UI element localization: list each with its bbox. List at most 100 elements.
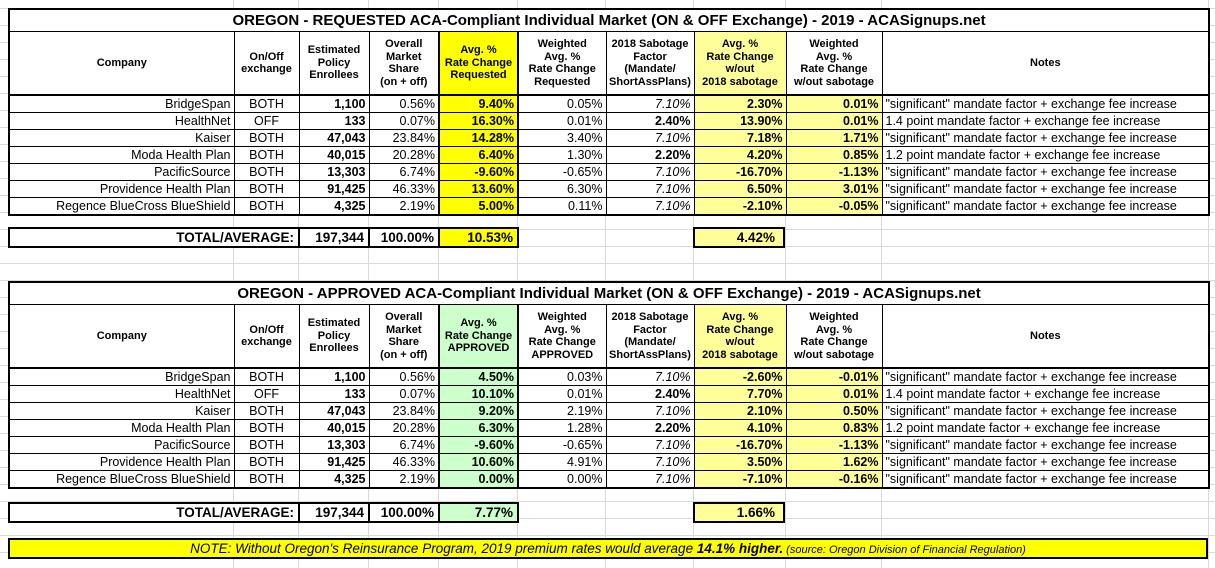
avg-wout-sabotage-cell: 2.30% bbox=[693, 94, 787, 113]
header-notes: Notes bbox=[881, 304, 1210, 369]
sabotage-factor-cell: 7.10% bbox=[605, 470, 695, 489]
avg-rate-change-requested-cell: -9.60% bbox=[438, 163, 519, 181]
avg-wout-sabotage-cell: -2.60% bbox=[693, 367, 787, 386]
approved-header-row: Company On/Off exchange Estimated Policy… bbox=[8, 304, 1210, 369]
header-sabotage-factor: 2018 Sabotage Factor (Mandate/ ShortAssP… bbox=[605, 304, 695, 369]
sabotage-factor-cell: 2.40% bbox=[605, 385, 695, 403]
total-avg-requested: 10.53% bbox=[438, 227, 519, 248]
company-cell: Providence Health Plan bbox=[8, 180, 235, 198]
exchange-cell: OFF bbox=[233, 112, 300, 130]
market-share-cell: 0.56% bbox=[368, 94, 440, 113]
header-weighted-requested: Weighted Avg. % Rate Change Requested bbox=[517, 31, 607, 96]
avg-wout-sabotage-cell: -16.70% bbox=[693, 163, 787, 181]
requested-total-wout-sabotage: 4.42% bbox=[693, 227, 785, 248]
market-share-cell: 0.56% bbox=[368, 367, 440, 386]
company-cell: Moda Health Plan bbox=[8, 146, 235, 164]
company-cell: Kaiser bbox=[8, 129, 235, 147]
avg-rate-change-requested-cell: 14.28% bbox=[438, 129, 519, 147]
enrollees-cell: 13,303 bbox=[298, 436, 370, 454]
header-exchange: On/Off exchange bbox=[233, 304, 300, 369]
header-market-share: Overall Market Share (on + off) bbox=[368, 31, 440, 96]
notes-cell: "significant" mandate factor + exchange … bbox=[881, 94, 1210, 113]
weighted-wout-sabotage-cell: 0.83% bbox=[785, 419, 883, 437]
weighted-wout-sabotage-cell: 3.01% bbox=[785, 180, 883, 198]
requested-title-row: OREGON - REQUESTED ACA-Compliant Individ… bbox=[8, 8, 1210, 32]
avg-rate-change-approved-cell: 4.50% bbox=[438, 367, 519, 386]
company-cell: BridgeSpan bbox=[8, 367, 235, 386]
header-notes: Notes bbox=[881, 31, 1210, 96]
weighted-rate-change-cell: 0.01% bbox=[517, 385, 607, 403]
header-weighted-wout-sabotage: Weighted Avg. % Rate Change w/out sabota… bbox=[785, 31, 883, 96]
table-row: HealthNet OFF 133 0.07% 16.30% 0.01% 2.4… bbox=[8, 112, 1210, 130]
note-source: (source: Oregon Division of Financial Re… bbox=[783, 544, 1026, 556]
avg-wout-sabotage-cell: -2.10% bbox=[693, 197, 787, 216]
enrollees-cell: 40,015 bbox=[298, 146, 370, 164]
market-share-cell: 20.28% bbox=[368, 146, 440, 164]
avg-wout-sabotage-cell: -16.70% bbox=[693, 436, 787, 454]
avg-rate-change-approved-cell: 10.10% bbox=[438, 385, 519, 403]
avg-rate-change-approved-cell: 6.30% bbox=[438, 419, 519, 437]
header-company: Company bbox=[8, 31, 235, 96]
avg-wout-sabotage-cell: 6.50% bbox=[693, 180, 787, 198]
notes-cell: "significant" mandate factor + exchange … bbox=[881, 129, 1210, 147]
table-row: Moda Health Plan BOTH 40,015 20.28% 6.40… bbox=[8, 146, 1210, 164]
sabotage-factor-cell: 7.10% bbox=[605, 163, 695, 181]
enrollees-cell: 40,015 bbox=[298, 419, 370, 437]
approved-total-row: TOTAL/AVERAGE: 197,344 100.00% 7.77% bbox=[8, 502, 519, 523]
table-row: Moda Health Plan BOTH 40,015 20.28% 6.30… bbox=[8, 419, 1210, 437]
company-cell: BridgeSpan bbox=[8, 94, 235, 113]
enrollees-cell: 13,303 bbox=[298, 163, 370, 181]
notes-cell: 1.2 point mandate factor + exchange fee … bbox=[881, 146, 1210, 164]
exchange-cell: BOTH bbox=[233, 436, 300, 454]
total-enrollees: 197,344 bbox=[298, 502, 370, 523]
weighted-rate-change-cell: 0.03% bbox=[517, 367, 607, 386]
avg-rate-change-approved-cell: 10.60% bbox=[438, 453, 519, 471]
total-enrollees: 197,344 bbox=[298, 227, 370, 248]
exchange-cell: BOTH bbox=[233, 197, 300, 216]
sabotage-factor-cell: 7.10% bbox=[605, 453, 695, 471]
market-share-cell: 2.19% bbox=[368, 470, 440, 489]
enrollees-cell: 4,325 bbox=[298, 197, 370, 216]
header-enrollees: Estimated Policy Enrollees bbox=[298, 31, 370, 96]
table-row: Kaiser BOTH 47,043 23.84% 14.28% 3.40% 7… bbox=[8, 129, 1210, 147]
weighted-rate-change-cell: 0.05% bbox=[517, 94, 607, 113]
sabotage-factor-cell: 2.40% bbox=[605, 112, 695, 130]
header-exchange: On/Off exchange bbox=[233, 31, 300, 96]
weighted-rate-change-cell: 6.30% bbox=[517, 180, 607, 198]
avg-wout-sabotage-cell: 7.70% bbox=[693, 385, 787, 403]
enrollees-cell: 47,043 bbox=[298, 129, 370, 147]
header-weighted-approved: Weighted Avg. % Rate Change APPROVED bbox=[517, 304, 607, 369]
sabotage-factor-cell: 2.20% bbox=[605, 419, 695, 437]
weighted-wout-sabotage-cell: 0.01% bbox=[785, 94, 883, 113]
avg-rate-change-requested-cell: 16.30% bbox=[438, 112, 519, 130]
requested-header-row: Company On/Off exchange Estimated Policy… bbox=[8, 31, 1210, 96]
company-cell: HealthNet bbox=[8, 385, 235, 403]
notes-cell: "significant" mandate factor + exchange … bbox=[881, 163, 1210, 181]
header-avg-wout-sabotage: Avg. % Rate Change w/out 2018 sabotage bbox=[693, 31, 787, 96]
header-enrollees: Estimated Policy Enrollees bbox=[298, 304, 370, 369]
exchange-cell: BOTH bbox=[233, 94, 300, 113]
header-market-share: Overall Market Share (on + off) bbox=[368, 304, 440, 369]
weighted-rate-change-cell: 2.19% bbox=[517, 402, 607, 420]
sabotage-factor-cell: 7.10% bbox=[605, 197, 695, 216]
exchange-cell: BOTH bbox=[233, 129, 300, 147]
requested-table-body: BridgeSpan BOTH 1,100 0.56% 9.40% 0.05% … bbox=[8, 94, 1210, 216]
sabotage-factor-cell: 7.10% bbox=[605, 94, 695, 113]
note-emphasis: 14.1% higher. bbox=[696, 541, 784, 556]
enrollees-cell: 133 bbox=[298, 385, 370, 403]
market-share-cell: 0.07% bbox=[368, 385, 440, 403]
sabotage-factor-cell: 7.10% bbox=[605, 367, 695, 386]
exchange-cell: OFF bbox=[233, 385, 300, 403]
company-cell: PacificSource bbox=[8, 436, 235, 454]
total-row: TOTAL/AVERAGE: 197,344 100.00% 7.77% bbox=[8, 502, 519, 523]
market-share-cell: 23.84% bbox=[368, 402, 440, 420]
notes-cell: "significant" mandate factor + exchange … bbox=[881, 180, 1210, 198]
weighted-rate-change-cell: 0.01% bbox=[517, 112, 607, 130]
exchange-cell: BOTH bbox=[233, 163, 300, 181]
note-banner: NOTE: Without Oregon's Reinsurance Progr… bbox=[8, 538, 1208, 559]
avg-wout-sabotage-cell: -7.10% bbox=[693, 470, 787, 489]
weighted-wout-sabotage-cell: 1.62% bbox=[785, 453, 883, 471]
requested-total-row: TOTAL/AVERAGE: 197,344 100.00% 10.53% bbox=[8, 227, 519, 248]
weighted-wout-sabotage-cell: -1.13% bbox=[785, 436, 883, 454]
notes-cell: 1.4 point mandate factor + exchange fee … bbox=[881, 112, 1210, 130]
